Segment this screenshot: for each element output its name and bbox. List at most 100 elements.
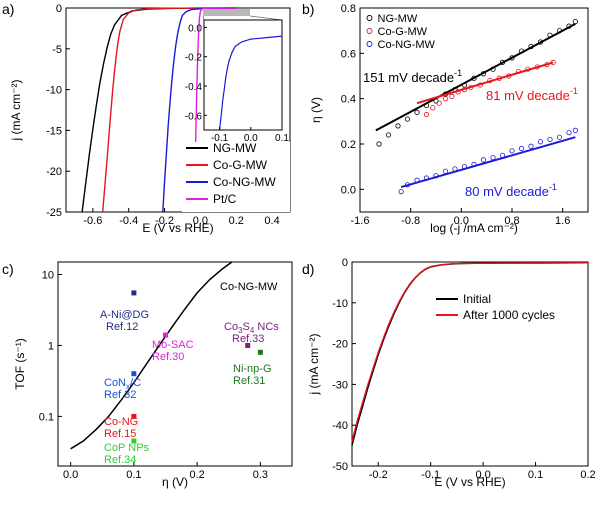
fit-line-1 (416, 61, 554, 105)
panel-b-x-tick-label: 0.0 (454, 215, 469, 227)
point-ref: Ref.30 (152, 351, 184, 363)
reference-point-0 (131, 290, 137, 296)
reference-point-1 (163, 332, 169, 338)
data-point (436, 100, 442, 106)
panel-d-y-tick-label: 0 (342, 257, 348, 269)
panel-label: c) (2, 261, 14, 277)
point-label: CoP NPs (104, 442, 150, 454)
panel-a-x-tick-label: 0.0 (193, 215, 208, 227)
inset-series-line-0 (219, 35, 283, 131)
data-point (423, 111, 430, 118)
panel-a-y-tick-label: -10 (46, 85, 62, 97)
panel-c-x-tick-label: 0.0 (63, 469, 78, 481)
slope-annotation: 151 mV decade-1 (363, 68, 462, 85)
point-label: Mo-SAC (152, 339, 194, 351)
panel-a-x-tick-label: 0.4 (264, 215, 279, 227)
data-point (528, 143, 534, 149)
series-line-2 (162, 7, 237, 213)
panel-c-x-tick-label: 0.1 (126, 469, 141, 481)
inset-x-tick-label: 0.0 (244, 133, 258, 144)
panel-d-xlabel: E (V vs RHE) (434, 475, 505, 489)
panel-b-y-tick-label: 0.8 (341, 3, 356, 15)
panel-c-y-tick-label: 1 (48, 340, 54, 352)
point-ref: Ref.33 (232, 333, 264, 345)
reference-point-6 (257, 349, 263, 355)
panel-b-ylabel: η (V) (309, 97, 323, 123)
panel-d-ylabel: j (mA cm⁻²) (307, 334, 321, 396)
panel-b-x-tick-label: -1.6 (351, 215, 370, 227)
reference-point-3 (131, 413, 137, 419)
panel-b-axes (359, 7, 589, 213)
data-point (518, 145, 525, 152)
panel-a-legend (182, 142, 290, 212)
data-point (395, 123, 401, 129)
data-point (572, 127, 578, 133)
panel-label: b) (302, 1, 314, 17)
data-point (566, 130, 572, 136)
panel-a-y-tick-label: -25 (46, 207, 62, 219)
panel-label: d) (302, 261, 314, 277)
data-point (547, 136, 553, 143)
zoom-region-marker (203, 9, 250, 16)
zoom-connector (202, 15, 205, 21)
point-ref: Ref.15 (104, 428, 136, 440)
panel-a-ylabel: j (mA cm⁻²) (9, 80, 23, 142)
panel-b-x-tick-label: 1.6 (555, 215, 570, 227)
panel-b-y-tick-label: 0.4 (341, 94, 356, 106)
panel-d-y-tick-label: -40 (332, 420, 348, 432)
legend-label: NG-MW (378, 13, 418, 25)
legend-label: Initial (463, 292, 491, 306)
reference-point-2 (131, 371, 137, 377)
panel-b-y-tick-label: 0.2 (341, 139, 356, 151)
legend-marker (366, 15, 373, 21)
data-point (572, 18, 578, 25)
panel-d-y-tick-label: -50 (332, 461, 348, 473)
panel-a-x-tick-label: -0.6 (83, 215, 102, 227)
tof-curve (70, 261, 233, 450)
panel-a-xlabel: E (V vs RHE) (142, 221, 213, 235)
series-line-1 (351, 262, 589, 442)
series-line-3 (194, 7, 237, 212)
zoom-connector (249, 15, 283, 21)
panel-a-y-tick-label: -5 (52, 44, 62, 56)
panel-label: a) (2, 1, 14, 17)
data-point (385, 132, 392, 138)
panel-c-xlabel: η (V) (162, 475, 188, 489)
panel-a-x-tick-label: 0.2 (229, 215, 244, 227)
data-point (537, 139, 544, 145)
point-ref: Ref.32 (104, 389, 136, 401)
point-label: Ni-np-G (233, 363, 272, 375)
inset-y-tick-label: -0.6 (185, 111, 203, 122)
fit-line-0 (375, 22, 576, 132)
point-label: Co-NG (104, 416, 138, 428)
legend-label: NG-MW (213, 141, 257, 155)
slope-annotation: 80 mV decade-1 (465, 182, 557, 199)
point-label: A-Ni@DG (100, 309, 149, 321)
series-line-0 (351, 262, 589, 446)
point-ref: Ref.31 (233, 375, 265, 387)
panel-b-y-tick-label: 0.0 (341, 184, 356, 196)
panel-b-xlabel: log (-j /mA cm⁻²) (430, 221, 518, 235)
panel-d-axes (351, 261, 589, 467)
panel-c-x-tick-label: 0.2 (189, 469, 204, 481)
panel-d-x-tick-label: 0.0 (475, 469, 490, 481)
legend-label: Co-G-MW (378, 26, 428, 38)
panel-a-x-tick-label: -0.4 (119, 215, 138, 227)
data-point (442, 96, 449, 102)
panel-b-x-tick-label: 0.8 (504, 215, 519, 227)
data-point (376, 141, 382, 147)
panel-d-x-tick-label: -0.2 (369, 469, 388, 481)
panel-c-ylabel: TOF (s⁻¹) (13, 338, 27, 389)
point-label: Co3S4 NCs (224, 321, 279, 335)
panel-c-axes (57, 261, 293, 467)
panel-b-x-tick-label: -0.8 (401, 215, 420, 227)
data-point (556, 134, 563, 140)
legend-label: Co-NG-MW (378, 39, 436, 51)
reference-point-5 (245, 342, 251, 348)
legend-label: After 1000 cycles (463, 308, 555, 322)
inset-y-tick-label: -0.2 (185, 53, 203, 64)
inset-axes (203, 19, 283, 131)
inset-x-tick-label: 0.1 (275, 133, 289, 144)
data-point (430, 105, 436, 111)
data-point (442, 168, 449, 174)
